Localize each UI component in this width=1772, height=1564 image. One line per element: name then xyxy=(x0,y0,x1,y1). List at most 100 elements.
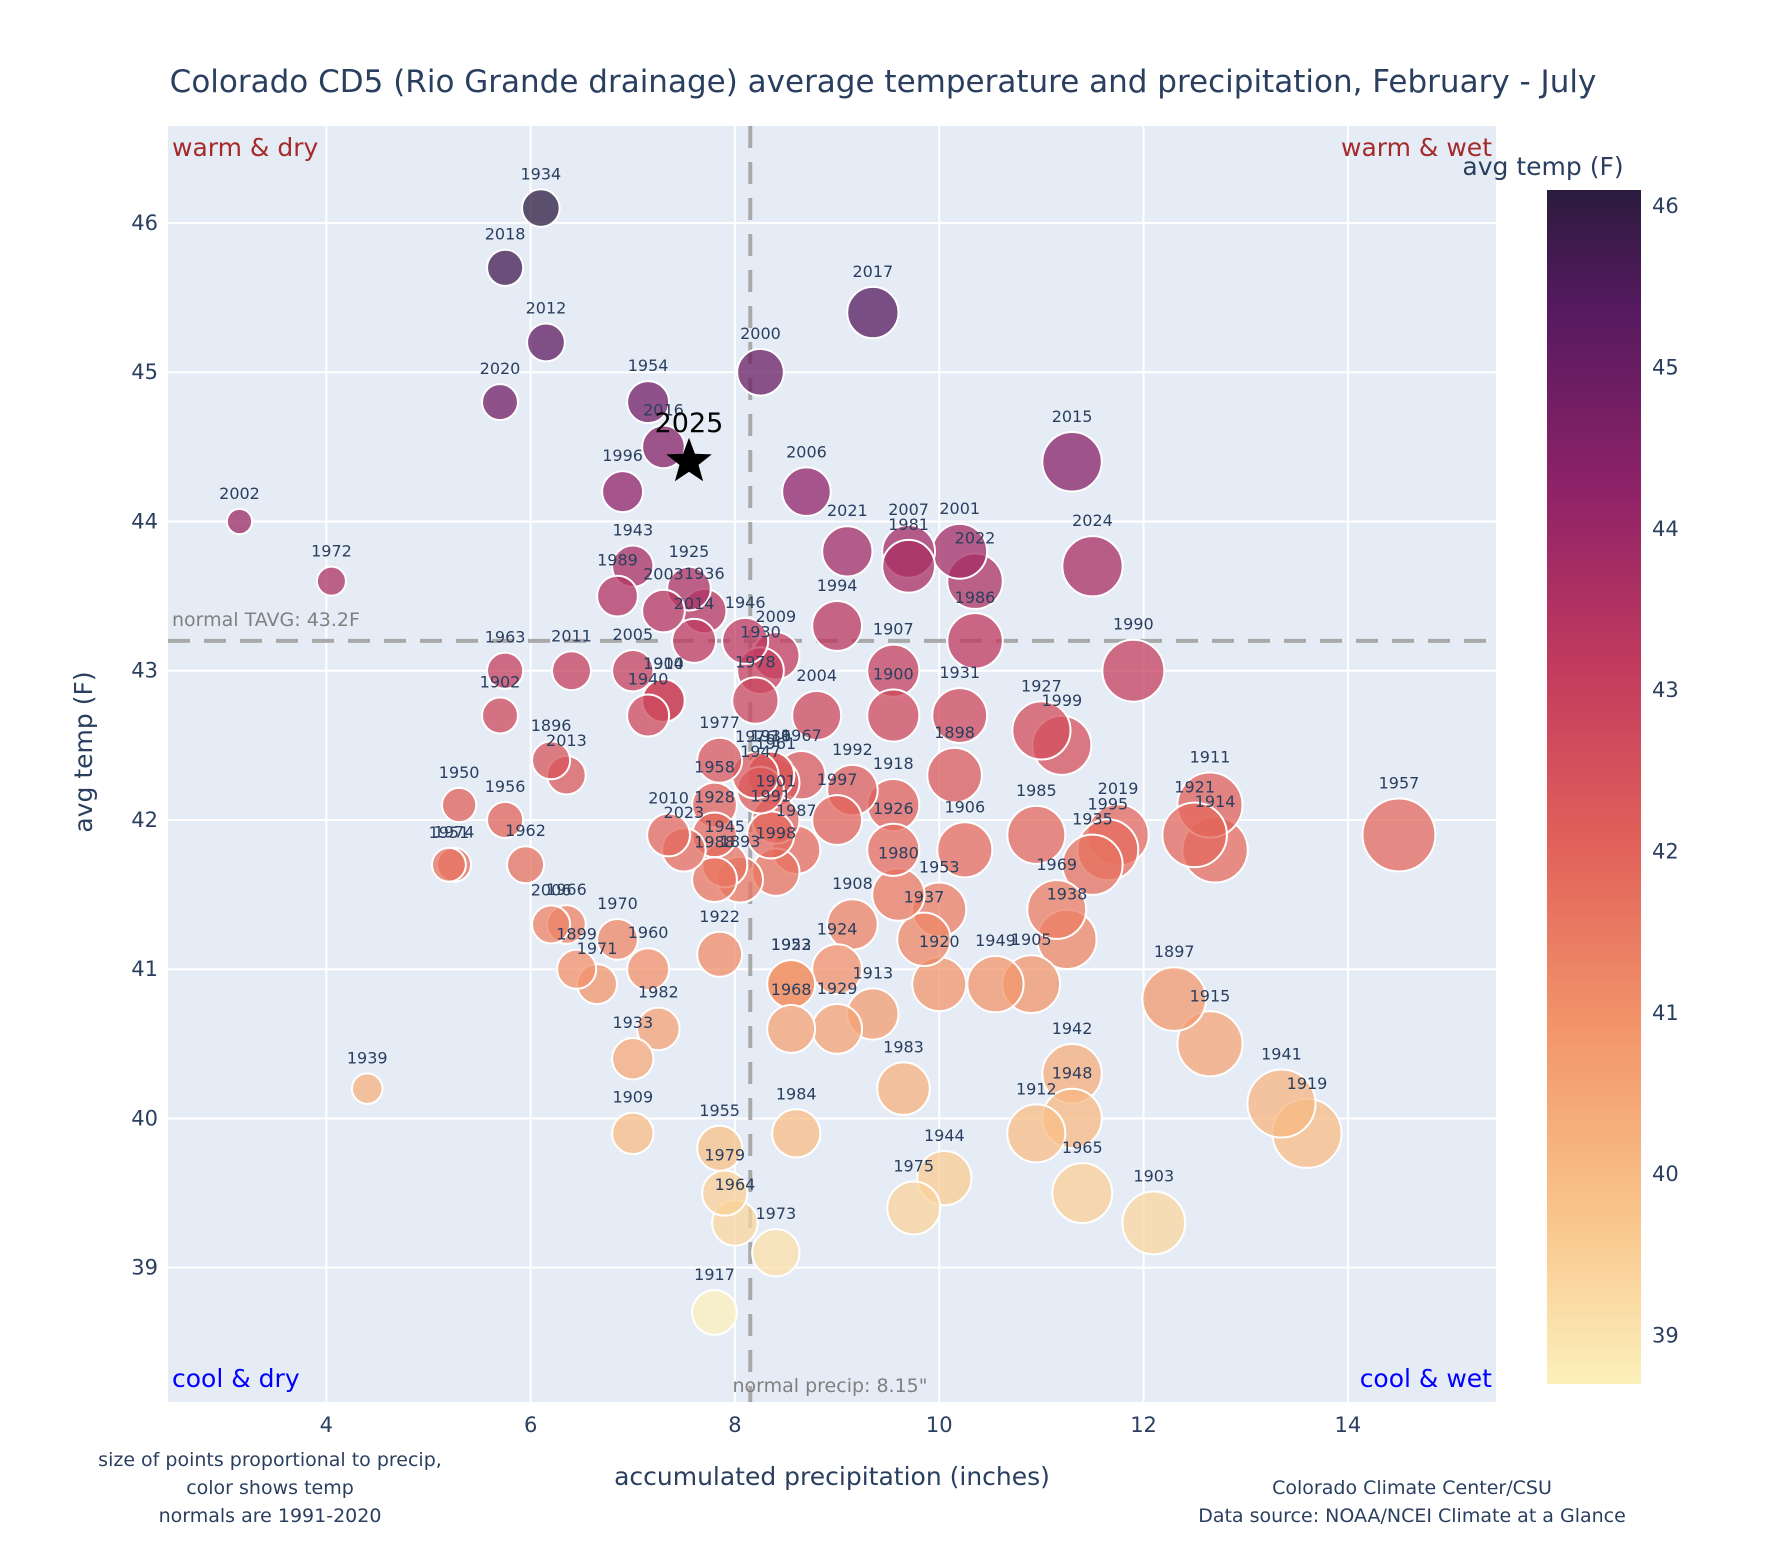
colorbar-tick-label: 39 xyxy=(1652,1324,1679,1348)
point-label: 1904 xyxy=(643,654,684,673)
point-label: 1971 xyxy=(577,939,618,958)
point-label: 1948 xyxy=(1052,1064,1093,1083)
data-point xyxy=(926,746,983,804)
point-label: 1945 xyxy=(704,817,745,836)
point-label: 1958 xyxy=(694,758,735,777)
data-point xyxy=(671,617,718,664)
point-label: 1989 xyxy=(597,551,638,570)
x-tick-label: 12 xyxy=(1130,1413,1157,1437)
point-label: 1975 xyxy=(893,1157,934,1176)
point-label: 1929 xyxy=(817,979,858,998)
data-point xyxy=(821,525,874,578)
point-label: 1908 xyxy=(832,874,873,893)
data-point xyxy=(946,612,1004,670)
point-label: 1982 xyxy=(638,983,679,1002)
data-point xyxy=(881,538,936,594)
data-point xyxy=(1121,1190,1187,1256)
point-label: 1966 xyxy=(546,880,587,899)
data-point xyxy=(1011,700,1072,761)
point-label: 2003 xyxy=(643,565,684,584)
data-point xyxy=(966,954,1025,1014)
grid-lines xyxy=(168,126,1496,1402)
point-label: 2019 xyxy=(1098,779,1139,798)
data-point xyxy=(481,383,519,422)
data-point xyxy=(641,588,686,634)
data-point xyxy=(886,1180,942,1236)
colorbar-tick-label: 41 xyxy=(1652,1001,1679,1025)
y-tick-label: 43 xyxy=(131,659,158,683)
data-point xyxy=(696,1124,744,1172)
y-tick-label: 39 xyxy=(131,1256,158,1280)
data-point xyxy=(486,651,525,690)
data-point xyxy=(596,574,639,618)
point-label: 1927 xyxy=(1021,676,1062,695)
point-label: 2023 xyxy=(664,803,705,822)
point-label: 1923 xyxy=(771,935,812,954)
data-point xyxy=(611,649,655,693)
point-label: 1977 xyxy=(699,713,740,732)
data-point xyxy=(431,846,467,883)
data-point xyxy=(931,687,989,744)
data-point xyxy=(636,1006,681,1052)
point-label: 2011 xyxy=(551,626,592,645)
point-label: 1972 xyxy=(311,542,352,561)
y-tick-labels: 39 40 41 42 43 44 45 46 xyxy=(131,211,158,1280)
point-label: 1918 xyxy=(873,754,914,773)
point-label: 1988 xyxy=(694,832,735,851)
point-label: 1935 xyxy=(1072,810,1113,829)
point-label: 1962 xyxy=(505,821,546,840)
point-label: 1934 xyxy=(521,164,562,183)
point-label: 1893 xyxy=(720,832,761,851)
point-label: 1910 xyxy=(643,654,684,673)
point-label: 1995 xyxy=(1087,794,1128,813)
data-point xyxy=(486,248,525,287)
data-point xyxy=(811,1003,864,1055)
point-label: 1933 xyxy=(612,1013,653,1032)
data-point xyxy=(526,322,566,363)
point-label: 1978 xyxy=(735,652,776,671)
data-point xyxy=(601,470,645,514)
point-label: 1917 xyxy=(694,1265,735,1284)
point-label: 1915 xyxy=(1190,986,1231,1005)
point-label: 1979 xyxy=(704,1145,745,1164)
point-label: 1960 xyxy=(628,923,669,942)
data-point xyxy=(1051,1162,1114,1225)
data-point xyxy=(936,821,994,879)
y-tick-label: 42 xyxy=(131,808,158,832)
point-label: 1998 xyxy=(755,824,796,843)
x-tick-labels: 4 6 8 10 12 14 xyxy=(320,1413,1362,1437)
point-label: 1981 xyxy=(888,515,929,534)
colorbar xyxy=(1547,190,1641,1384)
point-label: 1996 xyxy=(602,446,643,465)
point-label: 2015 xyxy=(1052,407,1093,426)
data-point xyxy=(781,466,832,517)
highlight-label: 2025 xyxy=(655,408,724,439)
point-label: 2012 xyxy=(526,298,567,317)
point-label: 2005 xyxy=(612,625,653,644)
colorbar-tick-label: 45 xyxy=(1652,355,1679,379)
point-label: 1946 xyxy=(725,593,766,612)
point-label: 2013 xyxy=(546,731,587,750)
data-point xyxy=(626,947,671,992)
point-label: 1974 xyxy=(434,823,475,842)
point-label: 1968 xyxy=(771,980,812,999)
data-point xyxy=(766,1003,817,1054)
data-point xyxy=(315,565,347,597)
point-label: 1913 xyxy=(853,963,894,982)
quadrant-label-cool-wet: cool & wet xyxy=(1360,1364,1492,1393)
colorbar-tick-labels: 39 40 41 42 43 44 45 46 xyxy=(1652,194,1679,1347)
data-point xyxy=(1141,966,1208,1032)
y-tick-label: 40 xyxy=(131,1106,158,1130)
point-label: 1906 xyxy=(944,797,985,816)
x-tick-label: 4 xyxy=(320,1413,333,1437)
data-point xyxy=(486,800,525,840)
colorbar-tick-label: 46 xyxy=(1652,194,1679,218)
data-point xyxy=(691,856,738,904)
point-label: 2021 xyxy=(827,501,868,520)
point-label: 1973 xyxy=(755,1204,796,1223)
point-label: 1941 xyxy=(1261,1044,1302,1063)
point-label: 1912 xyxy=(1016,1079,1057,1098)
point-label: 1987 xyxy=(776,801,817,820)
point-label: 2007 xyxy=(888,500,929,519)
data-point xyxy=(1161,801,1228,869)
